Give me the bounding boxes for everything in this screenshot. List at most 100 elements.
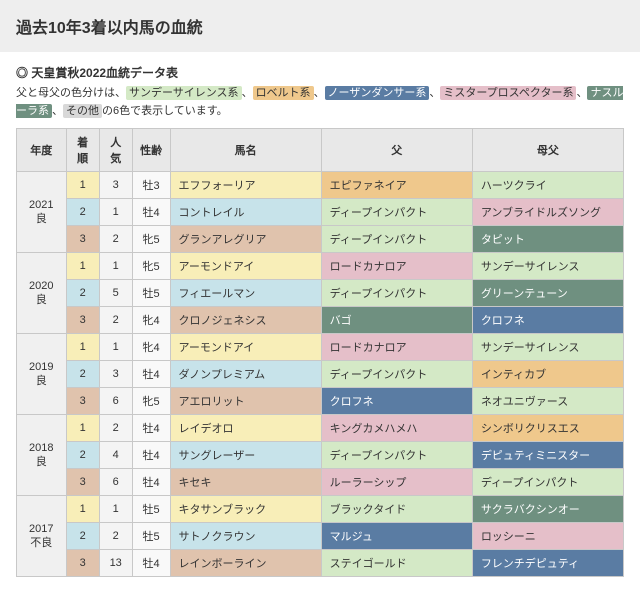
content-area: ◎ 天皇賞秋2022血統データ表 父と母父の色分けは、サンデーサイレンス系、ロベ… [0, 52, 640, 589]
rank-cell: 1 [66, 253, 99, 280]
popularity-cell: 13 [99, 550, 132, 577]
page-title: 過去10年3着以内馬の血統 [0, 0, 640, 52]
sire-cell: ディープインパクト [321, 199, 472, 226]
rank-cell: 2 [66, 361, 99, 388]
year-cell: 2021良 [17, 172, 67, 253]
damsire-cell: シンボリクリスエス [472, 415, 623, 442]
popularity-cell: 1 [99, 199, 132, 226]
popularity-cell: 5 [99, 280, 132, 307]
horse-cell: サトノクラウン [170, 523, 321, 550]
col-header: 父 [321, 129, 472, 172]
rank-cell: 3 [66, 469, 99, 496]
damsire-cell: フレンチデピュティ [472, 550, 623, 577]
rank-cell: 1 [66, 334, 99, 361]
table-row: 22牡5サトノクラウンマルジュロッシーニ [17, 523, 624, 550]
rank-cell: 3 [66, 226, 99, 253]
sexage-cell: 牝4 [132, 334, 170, 361]
popularity-cell: 3 [99, 172, 132, 199]
rank-cell: 1 [66, 415, 99, 442]
horse-cell: サングレーザー [170, 442, 321, 469]
rank-cell: 2 [66, 199, 99, 226]
col-header: 馬名 [170, 129, 321, 172]
sire-cell: ディープインパクト [321, 280, 472, 307]
sexage-cell: 牡5 [132, 523, 170, 550]
sire-cell: バゴ [321, 307, 472, 334]
sexage-cell: 牡3 [132, 172, 170, 199]
table-row: 25牡5フィエールマンディープインパクトグリーンテューン [17, 280, 624, 307]
sexage-cell: 牝4 [132, 307, 170, 334]
sire-cell: ロードカナロア [321, 334, 472, 361]
subtitle: ◎ 天皇賞秋2022血統データ表 [16, 64, 624, 81]
rank-cell: 1 [66, 496, 99, 523]
rank-cell: 2 [66, 280, 99, 307]
horse-cell: アーモンドアイ [170, 253, 321, 280]
table-row: 21牡4コントレイルディープインパクトアンブライドルズソング [17, 199, 624, 226]
horse-cell: エフフォーリア [170, 172, 321, 199]
popularity-cell: 2 [99, 523, 132, 550]
sire-cell: マルジュ [321, 523, 472, 550]
pedigree-table: 年度着順人気性齢馬名父母父 2021良13牡3エフフォーリアエピファネイアハーツ… [16, 128, 624, 577]
year-cell: 2020良 [17, 253, 67, 334]
popularity-cell: 1 [99, 334, 132, 361]
sexage-cell: 牝5 [132, 253, 170, 280]
table-row: 2017不良11牡5キタサンブラックブラックタイドサクラバクシンオー [17, 496, 624, 523]
rank-cell: 3 [66, 388, 99, 415]
damsire-cell: グリーンテューン [472, 280, 623, 307]
col-header: 年度 [17, 129, 67, 172]
table-body: 2021良13牡3エフフォーリアエピファネイアハーツクライ21牡4コントレイルデ… [17, 172, 624, 577]
col-header: 母父 [472, 129, 623, 172]
damsire-cell: ハーツクライ [472, 172, 623, 199]
sexage-cell: 牡4 [132, 442, 170, 469]
sire-cell: ステイゴールド [321, 550, 472, 577]
year-cell: 2017不良 [17, 496, 67, 577]
horse-cell: キタサンブラック [170, 496, 321, 523]
col-header: 性齢 [132, 129, 170, 172]
table-row: 23牡4ダノンプレミアムディープインパクトインティカブ [17, 361, 624, 388]
horse-cell: グランアレグリア [170, 226, 321, 253]
sire-cell: ロードカナロア [321, 253, 472, 280]
popularity-cell: 6 [99, 388, 132, 415]
sexage-cell: 牡5 [132, 280, 170, 307]
horse-cell: レインボーライン [170, 550, 321, 577]
sexage-cell: 牡4 [132, 199, 170, 226]
sexage-cell: 牝5 [132, 226, 170, 253]
popularity-cell: 6 [99, 469, 132, 496]
damsire-cell: ロッシーニ [472, 523, 623, 550]
table-row: 24牡4サングレーザーディープインパクトデピュティミニスター [17, 442, 624, 469]
popularity-cell: 2 [99, 307, 132, 334]
table-row: 2020良11牝5アーモンドアイロードカナロアサンデーサイレンス [17, 253, 624, 280]
horse-cell: クロノジェネシス [170, 307, 321, 334]
damsire-cell: サクラバクシンオー [472, 496, 623, 523]
sire-cell: ルーラーシップ [321, 469, 472, 496]
popularity-cell: 1 [99, 253, 132, 280]
year-cell: 2019良 [17, 334, 67, 415]
sexage-cell: 牡4 [132, 361, 170, 388]
sexage-cell: 牡4 [132, 469, 170, 496]
table-row: 313牡4レインボーラインステイゴールドフレンチデピュティ [17, 550, 624, 577]
sexage-cell: 牡5 [132, 496, 170, 523]
legend-chip: その他 [63, 104, 102, 118]
sire-cell: ディープインパクト [321, 361, 472, 388]
col-header: 人気 [99, 129, 132, 172]
subtitle-icon: ◎ [16, 66, 28, 80]
table-row: 32牝4クロノジェネシスバゴクロフネ [17, 307, 624, 334]
horse-cell: アーモンドアイ [170, 334, 321, 361]
popularity-cell: 4 [99, 442, 132, 469]
popularity-cell: 2 [99, 226, 132, 253]
year-cell: 2018良 [17, 415, 67, 496]
horse-cell: キセキ [170, 469, 321, 496]
table-row: 32牝5グランアレグリアディープインパクトタピット [17, 226, 624, 253]
rank-cell: 1 [66, 172, 99, 199]
damsire-cell: タピット [472, 226, 623, 253]
legend-chip: サンデーサイレンス系 [126, 86, 242, 100]
horse-cell: コントレイル [170, 199, 321, 226]
damsire-cell: デピュティミニスター [472, 442, 623, 469]
damsire-cell: クロフネ [472, 307, 623, 334]
sexage-cell: 牡4 [132, 415, 170, 442]
horse-cell: アエロリット [170, 388, 321, 415]
sire-cell: ブラックタイド [321, 496, 472, 523]
horse-cell: フィエールマン [170, 280, 321, 307]
col-header: 着順 [66, 129, 99, 172]
legend-chip: ロベルト系 [253, 86, 314, 100]
damsire-cell: サンデーサイレンス [472, 253, 623, 280]
